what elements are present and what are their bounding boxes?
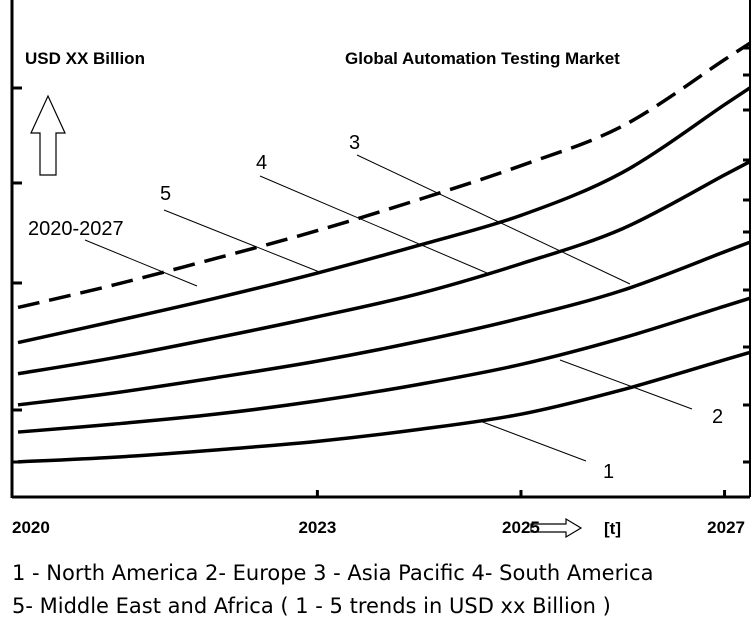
series-label: 3 — [349, 132, 360, 154]
series-group — [17, 41, 751, 464]
x-axis-label: [t] — [604, 519, 621, 538]
x-tick-label: 2025 — [502, 518, 540, 537]
series-label: 2020-2027 — [28, 218, 124, 240]
series-label: 1 — [603, 461, 614, 483]
callout-leader — [163, 209, 323, 274]
series-line-1 — [17, 350, 751, 464]
decorations — [30, 94, 583, 539]
legend-line-2: 5- Middle East and Africa ( 1 - 5 trends… — [12, 594, 611, 618]
callout-leader — [356, 154, 631, 285]
callout-leader — [84, 239, 198, 287]
series-label: 4 — [256, 152, 267, 174]
series-label: 5 — [160, 183, 171, 205]
x-tick-label: 2023 — [298, 518, 336, 537]
y-axis-label: USD XX Billion — [25, 49, 145, 68]
series-line-3 — [17, 240, 751, 407]
callout-leader — [559, 359, 693, 410]
automation-market-chart: 2020 2023 2025 2027 [t] USD XX Billion Global … — [10, 0, 751, 539]
x-arrow-icon — [530, 517, 583, 539]
legend-line-1: 1 - North America 2- Europe 3 - Asia Pac… — [12, 561, 654, 585]
series-line-5 — [17, 86, 751, 345]
callout-leader — [259, 175, 488, 274]
x-tick-label: 2020 — [12, 518, 50, 537]
axes: 2020 2023 2025 2027 [t] USD XX Billion Global … — [10, 0, 751, 538]
series-line-2 — [17, 296, 751, 434]
y-arrow-icon — [30, 94, 66, 176]
series-line-6 — [17, 41, 751, 310]
callout-leader — [479, 420, 587, 462]
series-callouts: 1 2 3 4 5 2020-2027 — [28, 132, 723, 483]
series-label: 2 — [712, 406, 723, 428]
chart-title: Global Automation Testing Market — [345, 49, 620, 68]
series-line-4 — [17, 159, 751, 376]
x-tick-label: 2027 — [707, 518, 745, 537]
